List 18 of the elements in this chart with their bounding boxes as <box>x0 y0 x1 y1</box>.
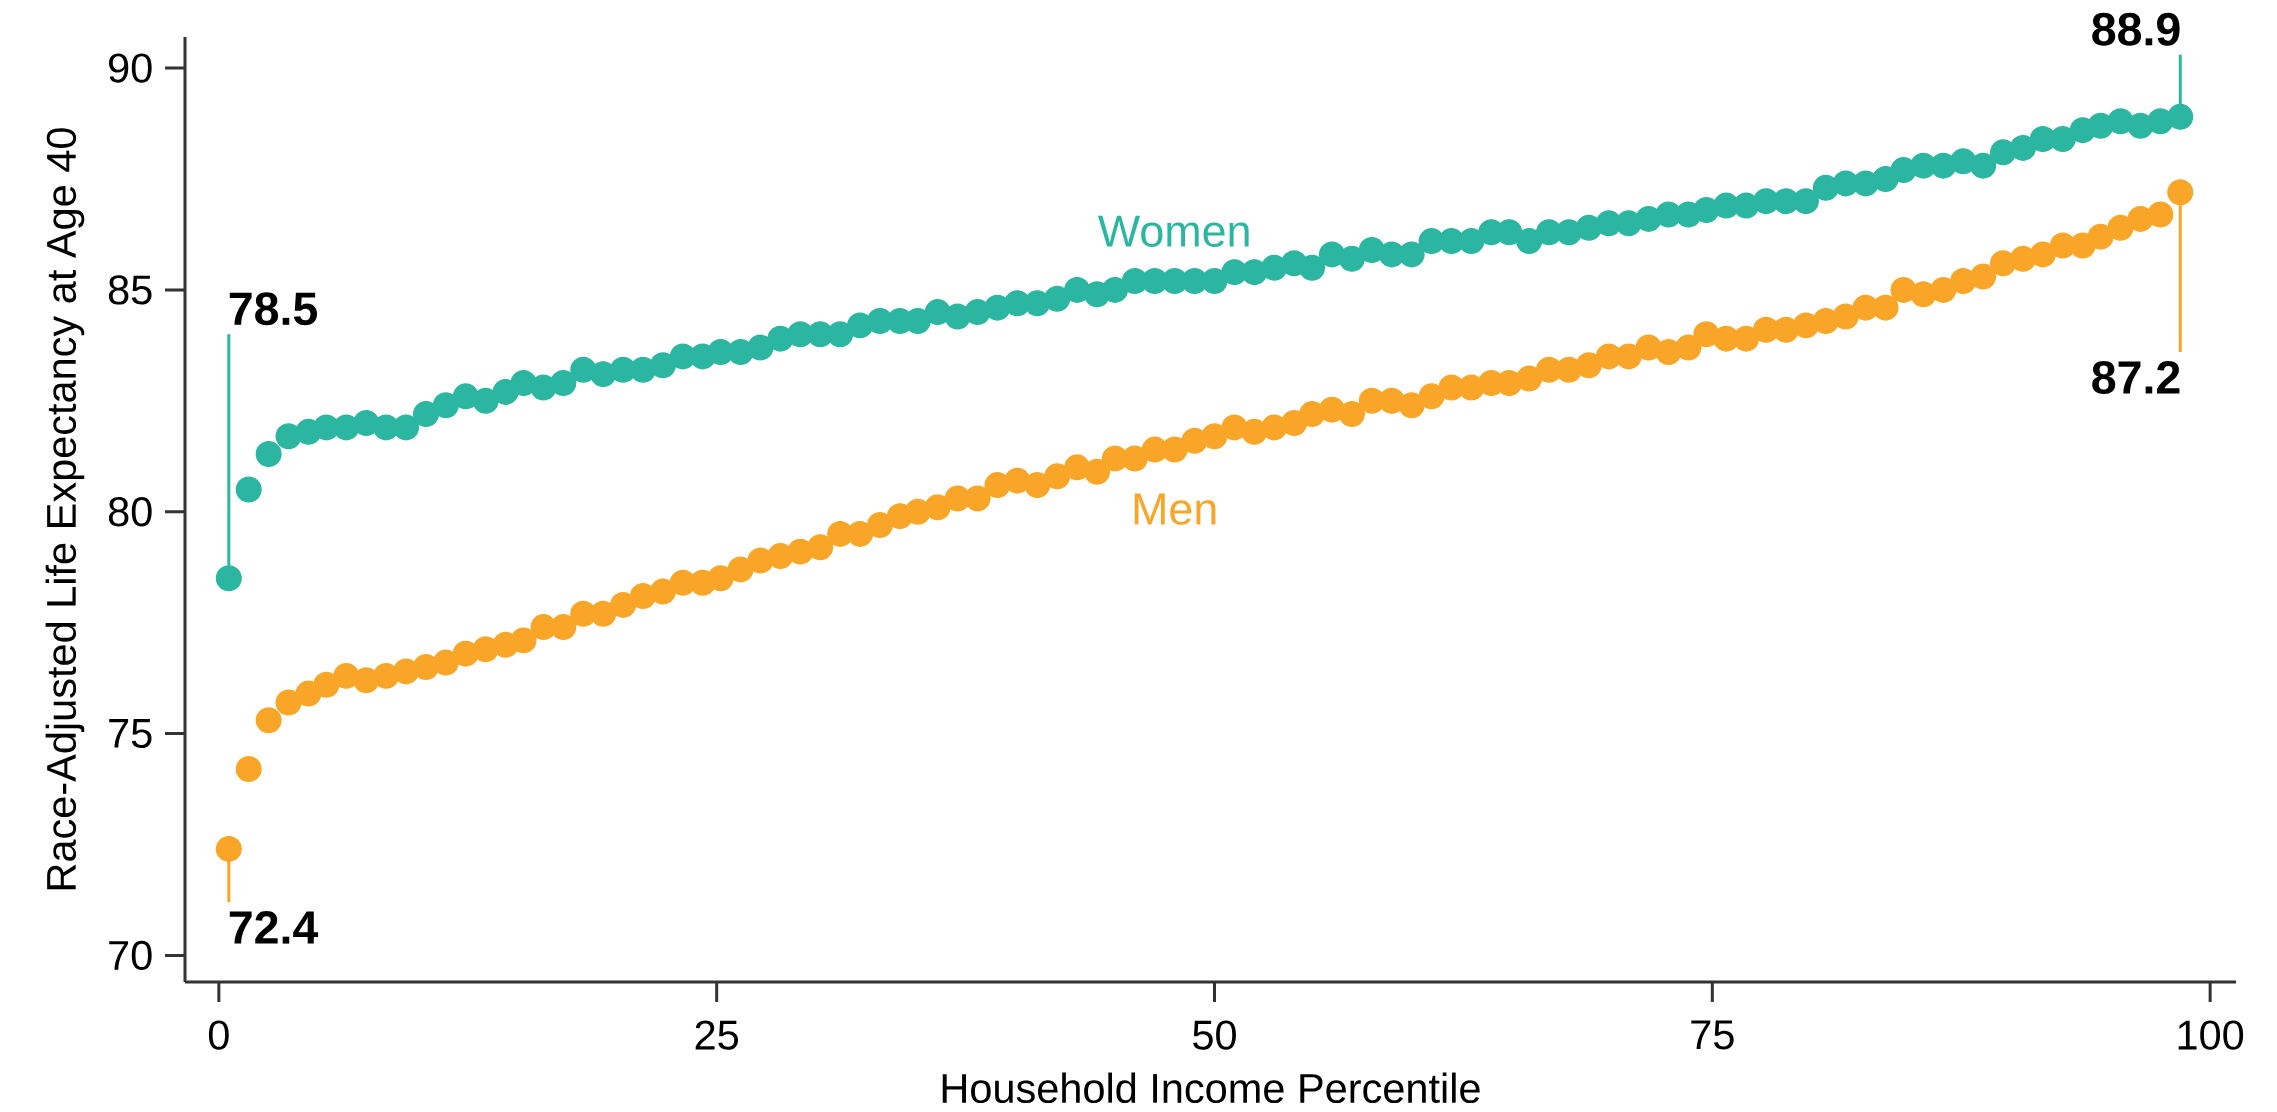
y-tick-label: 70 <box>109 940 152 971</box>
y-tick-label: 85 <box>108 275 152 305</box>
x-tick-label: 100 <box>2178 1020 2244 1050</box>
data-label: 87.2 <box>2092 360 2180 394</box>
series-label: Women <box>1098 215 1249 247</box>
x-tick-label: 75 <box>1691 1020 1734 1050</box>
data-label: 78.5 <box>229 292 318 326</box>
y-tick-label: 90 <box>109 53 152 83</box>
data-label: 88.9 <box>2092 12 2180 46</box>
y-tick-label: 80 <box>108 497 152 527</box>
y-tick-label: 75 <box>109 719 152 749</box>
x-tick-label: 25 <box>695 1020 739 1050</box>
y-axis-title: Race-Adjusted Life Expectancy at Age 40 <box>45 128 85 890</box>
x-tick-label: 50 <box>1193 1020 1236 1050</box>
data-label: 72.4 <box>229 911 319 944</box>
x-tick-label: 0 <box>208 1020 229 1050</box>
legend-label: Men <box>1134 493 1216 525</box>
x-axis-title: Household Income Percentile <box>942 1072 1480 1104</box>
